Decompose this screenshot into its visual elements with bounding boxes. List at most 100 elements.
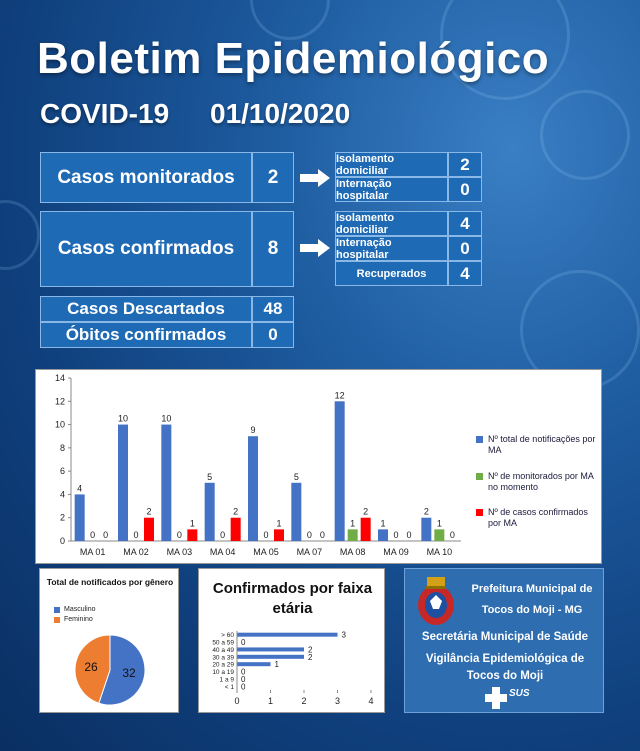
data-label: 0 <box>241 638 246 647</box>
x-tick-label: 4 <box>368 696 373 706</box>
virus-decoration <box>0 200 40 270</box>
bar <box>230 517 241 541</box>
y-tick-label: 20 a 29 <box>212 662 234 669</box>
bar <box>378 529 388 541</box>
data-label: 5 <box>294 472 299 482</box>
data-label: 9 <box>250 425 255 435</box>
y-tick-label: < 1 <box>225 684 235 691</box>
y-tick-label: 6 <box>60 466 65 476</box>
data-label: 0 <box>241 668 246 677</box>
age-chart-title: Confirmados por faixa etária <box>212 580 373 618</box>
data-label: 2 <box>146 507 151 517</box>
y-tick-label: 50 a 59 <box>212 640 234 647</box>
monitored-value: 2 <box>252 152 294 203</box>
arrow-right-icon <box>300 169 330 187</box>
confirmed-detail-value: 0 <box>448 236 482 261</box>
data-label: 0 <box>450 530 455 540</box>
discarded-label: Casos Descartados <box>40 296 252 322</box>
data-label: 12 <box>335 390 345 400</box>
legend-swatch <box>476 472 483 480</box>
data-label: 1 <box>437 518 442 528</box>
y-tick-label: 0 <box>60 536 65 546</box>
data-label: 0 <box>406 530 411 540</box>
monitored-detail-label: Internação hospitalar <box>335 177 448 202</box>
bulletin-date: 01/10/2020 <box>210 98 351 129</box>
pie-slice <box>74 634 111 704</box>
data-label: 0 <box>320 530 325 540</box>
bar <box>204 482 215 541</box>
data-label: 0 <box>90 530 95 540</box>
data-label: 0 <box>220 530 225 540</box>
confirmed-label: Casos confirmados <box>40 211 252 287</box>
x-tick-label: MA 04 <box>210 547 236 557</box>
data-label: 1 <box>275 660 280 669</box>
data-label: 0 <box>307 530 312 540</box>
data-label: 5 <box>207 472 212 482</box>
data-label: 1 <box>350 518 355 528</box>
age-chart-panel: Confirmados por faixa etária > 60 3 50 a 5… <box>198 568 385 713</box>
legend-item: Nº de monitorados por MA no momento <box>476 471 598 494</box>
legend-label: Feminino <box>64 616 93 623</box>
confirmed-detail-label: Internação hospitalar <box>335 236 448 261</box>
y-tick-label: 10 <box>55 420 65 430</box>
bar <box>237 632 338 637</box>
confirmed-detail-label: Recuperados <box>335 261 448 286</box>
health-secretariat: Secretária Municipal de Saúde <box>421 631 589 643</box>
confirmed-detail-value: 4 <box>448 261 482 286</box>
cross-icon <box>485 687 507 709</box>
bar <box>248 436 258 541</box>
monitored-detail-label: Isolamento domiciliar <box>335 152 448 177</box>
x-tick-label: 0 <box>234 696 239 706</box>
gender-chart-title: Total de notificados por gênero <box>46 577 174 587</box>
bar <box>144 517 154 541</box>
bar <box>360 517 371 541</box>
sus-logo: SUS <box>509 688 530 699</box>
pie-label: 32 <box>122 666 136 680</box>
data-label: 2 <box>308 645 313 654</box>
deaths-label: Óbitos confirmados <box>40 322 252 348</box>
municipality-panel: Prefeitura Municipal de Tocos do Moji - … <box>404 568 604 713</box>
y-tick-label: 30 a 39 <box>212 654 234 661</box>
data-label: 10 <box>161 414 171 424</box>
data-label: 4 <box>77 483 82 493</box>
data-label: 1 <box>190 518 195 528</box>
bar <box>118 424 128 541</box>
y-tick-label: 2 <box>60 513 65 523</box>
confirmed-detail-value: 4 <box>448 211 482 236</box>
data-label: 0 <box>133 530 138 540</box>
bar <box>347 529 358 541</box>
bar <box>291 482 302 541</box>
legend-swatch <box>476 509 483 516</box>
y-tick-label: 12 <box>55 396 65 406</box>
disease-label: COVID-19 <box>40 98 170 129</box>
bar <box>334 401 345 541</box>
pie-legend: Masculino Feminino <box>54 606 96 623</box>
data-label: 10 <box>118 414 128 424</box>
legend-label: Nº de monitorados por MA no momento <box>488 470 594 492</box>
gender-pie-chart: 32 26 <box>74 634 146 706</box>
bar <box>74 494 85 541</box>
bar <box>161 424 172 541</box>
page-title: Boletim Epidemiológico <box>37 34 550 83</box>
data-label: 0 <box>241 675 246 684</box>
data-label: 2 <box>424 507 429 517</box>
municipality-city: Tocos do Moji - MG <box>481 604 583 616</box>
y-tick-label: 1 a 9 <box>220 676 235 683</box>
data-label: 3 <box>342 631 347 640</box>
notifications-chart-panel: 0 2 4 6 8 10 12 14 MA 01 4 0 0 MA 02 10 0 2 MA 03 10 0 1 MA … <box>35 369 602 564</box>
coat-of-arms-icon <box>418 577 454 625</box>
legend-swatch <box>476 436 483 443</box>
x-tick-label: 1 <box>268 696 273 706</box>
data-label: 0 <box>263 530 268 540</box>
data-label: 2 <box>233 507 238 517</box>
discarded-value: 48 <box>252 296 294 322</box>
monitored-detail-value: 0 <box>448 177 482 202</box>
x-tick-label: MA 08 <box>340 547 366 557</box>
monitored-label: Casos monitorados <box>40 152 252 203</box>
bar <box>421 517 432 541</box>
legend-item: Nº de casos confirmados por MA <box>476 507 598 530</box>
data-label: 1 <box>276 518 281 528</box>
pie-label: 26 <box>84 660 98 674</box>
